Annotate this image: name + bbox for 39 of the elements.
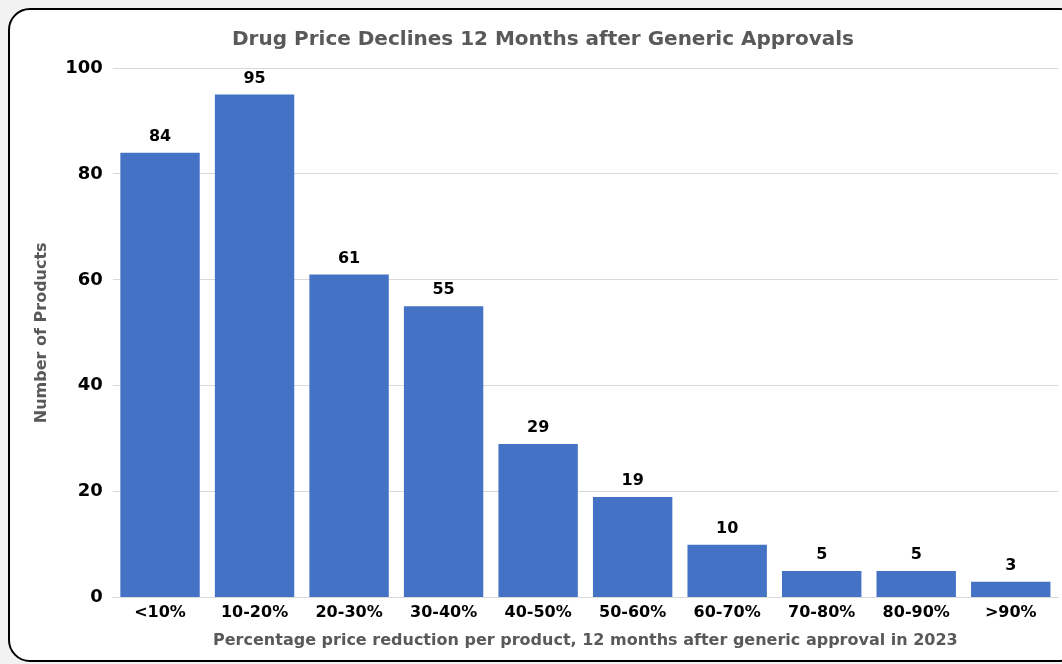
- y-tick-label: 60: [77, 267, 103, 289]
- y-tick-label: 80: [77, 161, 103, 183]
- data-label: 5: [910, 544, 922, 564]
- x-tick-label: 10-20%: [220, 602, 289, 622]
- bar: [403, 306, 484, 598]
- data-label: 19: [621, 470, 644, 490]
- bar: [309, 274, 389, 598]
- bar: [498, 444, 578, 598]
- bar: [120, 152, 200, 598]
- y-tick-label: 20: [77, 479, 103, 501]
- bar: [971, 581, 1051, 598]
- bar: [876, 571, 956, 598]
- bar: [687, 544, 767, 598]
- data-label: 61: [337, 247, 361, 267]
- data-label: 29: [526, 417, 550, 437]
- data-label: 55: [432, 279, 455, 299]
- y-tick-label: 100: [65, 55, 103, 77]
- x-axis-title: Percentage price reduction per product, 12 months after generic approval in 2023: [213, 629, 958, 649]
- data-label: 3: [1005, 554, 1017, 574]
- x-tick-label: >90%: [984, 602, 1037, 622]
- bar: [592, 496, 673, 598]
- bar: [214, 94, 295, 598]
- x-tick-label: 70-80%: [788, 602, 856, 622]
- x-tick-label: 60-70%: [693, 602, 761, 622]
- x-tick-label: 50-60%: [599, 602, 667, 622]
- x-tick-label: 30-40%: [410, 602, 478, 622]
- y-tick-label: 0: [90, 585, 103, 607]
- y-axis-title: Number of Products: [30, 242, 50, 424]
- data-label: 10: [716, 517, 739, 537]
- data-label: 95: [243, 67, 266, 87]
- bar: [781, 571, 862, 598]
- y-tick-label: 40: [77, 373, 103, 395]
- chart-title: Drug Price Declines 12 Months after Generic Approvals: [232, 26, 854, 51]
- x-tick-label: 20-30%: [315, 602, 383, 622]
- x-tick-label: <10%: [134, 602, 186, 622]
- data-label: 5: [816, 544, 828, 564]
- x-tick-label: 80-90%: [882, 602, 950, 622]
- x-tick-label: 40-50%: [504, 602, 572, 622]
- data-label: 84: [148, 125, 172, 145]
